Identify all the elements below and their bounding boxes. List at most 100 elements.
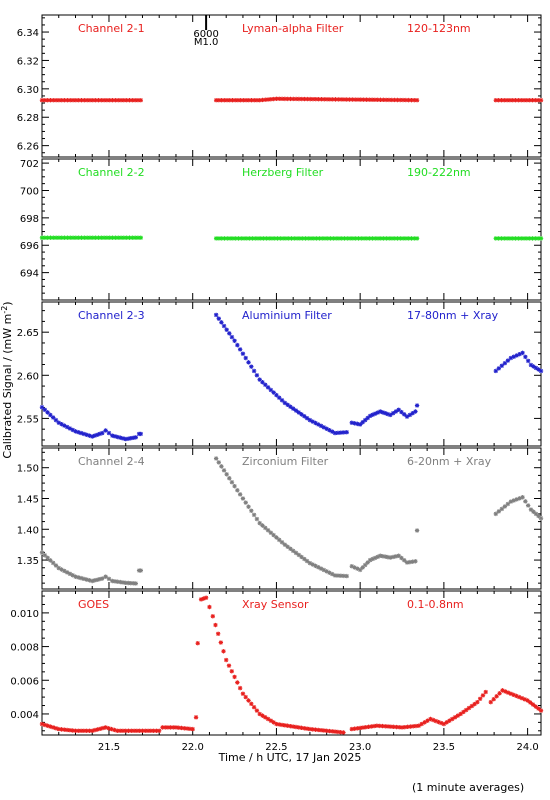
data-point [355,566,360,571]
data-point [265,528,271,533]
data-point [335,573,341,578]
data-point [313,563,318,569]
data-point [353,236,358,241]
data-point [393,554,399,559]
data-point [493,236,498,241]
data-point [97,576,102,582]
data-point [240,351,246,356]
data-point [538,708,544,713]
y-tick-label: 2.60 [17,371,39,382]
flare-marker-value: 6000 [193,29,218,40]
data-point [507,236,513,241]
data-point [109,726,114,732]
data-point [483,689,488,695]
data-point [222,98,227,103]
data-point [491,697,496,702]
data-point [304,416,310,421]
data-point [118,579,123,585]
data-point [352,726,357,731]
data-point [497,691,502,696]
data-point [344,573,349,579]
panel-frame [41,14,542,158]
data-point [368,557,373,563]
data-point [121,98,127,103]
data-point [282,400,288,406]
data-point [265,385,271,390]
panel-filter-label: Xray Sensor [242,598,309,611]
x-tick-label: 23.0 [349,742,371,753]
data-point [268,718,274,723]
data-point [455,713,461,718]
data-point [67,426,73,431]
data-point [341,730,346,735]
data-point [131,581,136,586]
data-point [299,725,304,731]
data-point [73,235,79,240]
data-point [499,363,505,369]
x-tick-label: 22.0 [182,742,204,753]
data-point [106,726,111,731]
data-point [263,97,268,102]
data-point [335,729,341,735]
data-point [39,721,45,727]
panel-band-label: 6-20nm + Xray [407,455,492,468]
y-tick-label: 696 [20,241,39,252]
data-point [263,382,268,387]
data-point [414,403,420,408]
data-point [345,236,350,241]
data-point [324,728,329,733]
data-point [76,728,81,733]
data-point [252,98,257,103]
data-point [235,488,240,493]
data-point [51,235,56,240]
data-point [222,236,227,241]
data-point [42,235,48,240]
data-point [81,576,87,582]
data-point [496,98,501,103]
data-point [219,464,224,469]
data-point [62,98,67,103]
data-point [171,725,176,730]
data-point [59,727,64,732]
data-point [233,236,238,241]
data-point [396,407,401,412]
data-point [422,720,427,725]
data-point [154,728,159,733]
data-point [56,565,61,571]
data-point [293,408,299,413]
data-point [81,431,87,437]
data-point [499,98,504,103]
data-point [525,358,531,364]
data-point [227,98,232,103]
data-point [504,236,510,241]
data-point [368,413,373,419]
data-point [464,707,469,713]
data-point [308,236,314,241]
data-point [524,236,530,241]
data-point [132,235,138,240]
data-point [246,360,251,365]
data-point [223,657,229,663]
data-point [120,728,126,733]
data-point [268,530,274,535]
data-point [493,98,498,103]
data-point [531,509,536,514]
x-tick-label: 21.5 [98,742,120,753]
data-point [277,722,282,727]
data-point [516,98,521,103]
data-point [257,98,262,103]
panel-channel-label: Channel 2-1 [78,22,145,35]
data-point [216,460,221,465]
data-point [213,98,219,103]
data-point [115,579,120,584]
data-point [441,721,447,727]
data-point [39,235,45,240]
data-point [279,540,285,545]
y-tick-label: 0.006 [10,676,39,687]
data-point [240,496,246,501]
data-point [519,696,525,701]
data-point [140,728,145,733]
data-point [107,235,112,240]
data-point [359,236,364,241]
data-point [39,404,45,410]
